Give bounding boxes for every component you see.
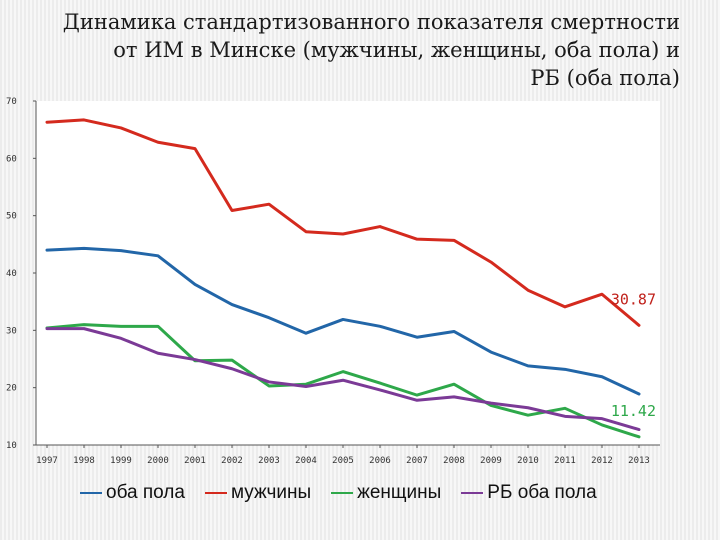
x-tick-label: 2011 xyxy=(554,456,576,466)
x-tick-label: 2008 xyxy=(443,456,465,466)
series-line xyxy=(45,323,641,439)
legend-label: РБ оба пола xyxy=(487,482,597,503)
x-tick-label: 2013 xyxy=(628,456,650,466)
legend-swatch xyxy=(461,492,484,494)
plot-background xyxy=(36,101,660,445)
chart-title-line-3: РБ (оба пола) xyxy=(530,66,680,90)
x-tick-label: 2001 xyxy=(184,456,206,466)
x-tick-label: 1997 xyxy=(36,456,58,466)
chart-title: Динамика стандартизованного показателя с… xyxy=(60,8,680,92)
plot-area xyxy=(36,101,660,445)
x-axis-ticks: 1997 1998 1999 2000 2001 2002 2003 2004 2005 2006… xyxy=(36,445,650,466)
x-tick-label: 2005 xyxy=(332,456,354,466)
y-tick-label: 10 xyxy=(6,441,17,451)
legend-item: мужчины xyxy=(204,482,312,504)
legend-item: женщины xyxy=(331,482,441,504)
series-line xyxy=(45,246,641,396)
x-tick-label: 2010 xyxy=(517,456,539,466)
x-tick-label: 2009 xyxy=(480,456,502,466)
x-tick-label: 1999 xyxy=(110,456,132,466)
data-label: 11.42 xyxy=(611,402,656,420)
y-tick-label: 50 xyxy=(6,212,17,222)
y-tick-label: 40 xyxy=(6,269,17,279)
y-tick-label: 70 xyxy=(6,97,17,107)
series-line xyxy=(45,327,641,432)
annotations: 30.87 11.42 xyxy=(611,290,656,420)
y-tick-label: 60 xyxy=(6,154,17,164)
x-tick-label: 2007 xyxy=(406,456,428,466)
legend-label: мужчины xyxy=(230,482,312,503)
x-tick-label: 2003 xyxy=(258,456,280,466)
series-lines xyxy=(45,118,641,439)
x-tick-label: 2006 xyxy=(369,456,391,466)
legend-swatch xyxy=(204,492,227,494)
x-tick-label: 2002 xyxy=(221,456,243,466)
x-tick-label: 2012 xyxy=(591,456,613,466)
x-tick-label: 2004 xyxy=(295,456,317,466)
y-tick-label: 30 xyxy=(6,326,17,336)
legend-label: женщины xyxy=(357,482,442,503)
data-label: 30.87 xyxy=(611,290,656,308)
x-tick-label: 1998 xyxy=(73,456,95,466)
legend-swatch xyxy=(331,492,354,494)
chart-title-line-1: Динамика стандартизованного показателя с… xyxy=(62,10,680,34)
legend-swatch xyxy=(80,492,102,494)
legend-item: РБ оба пола xyxy=(461,482,597,504)
legend-item: оба пола xyxy=(80,482,185,504)
series-line xyxy=(45,118,641,327)
y-axis-ticks: 10 20 30 40 50 60 70 xyxy=(6,97,36,451)
y-tick-label: 20 xyxy=(6,384,17,394)
x-tick-label: 2000 xyxy=(147,456,169,466)
legend-label: оба пола xyxy=(106,482,185,503)
chart-title-line-2: от ИМ в Минске (мужчины, женщины, оба по… xyxy=(113,38,680,62)
legend: оба пола мужчины женщины РБ оба пола xyxy=(80,480,597,506)
